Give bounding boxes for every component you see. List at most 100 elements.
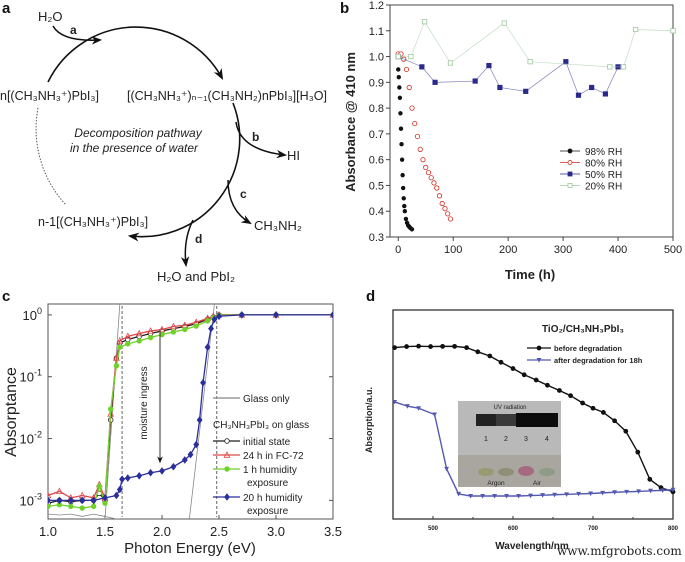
panel-b-chart: b 0 100 200 300 400 500 0.3 0.4 0.5 0.6 0.7 0.8 0.9 1… <box>340 0 682 282</box>
data-point <box>196 416 203 424</box>
moisture-ingress-annotation: moisture ingress <box>139 366 150 439</box>
series-1-h-humidity-exposure <box>48 312 333 511</box>
panel-a-diagram: a H₂O a n[(CH₃NH₃⁺)PbI₃] [(CH₃NH₃⁺)ₙ₋₁(C… <box>0 0 327 284</box>
data-point <box>412 120 418 127</box>
x-tick-label-c: 2.5 <box>210 524 228 539</box>
y-tick-label-b: 0.8 <box>369 103 384 115</box>
step-d-label: d <box>195 232 202 246</box>
data-point <box>170 462 177 471</box>
vial-residue-2 <box>498 468 514 476</box>
data-point <box>416 343 422 349</box>
data-point <box>181 456 188 464</box>
x-tick-label-b: 400 <box>609 244 627 256</box>
data-point <box>576 491 581 497</box>
legend-marker <box>536 358 542 363</box>
data-point <box>440 343 446 349</box>
data-point <box>136 338 142 344</box>
data-point <box>96 483 102 489</box>
data-point <box>119 475 126 484</box>
data-point <box>600 490 605 496</box>
data-point <box>492 494 497 499</box>
vial-label-4: 4 <box>545 436 549 443</box>
product-hi: HI <box>287 148 300 163</box>
legend-group-title-c: CH₃NH₃PbI₃ on glass <box>213 420 309 431</box>
x-tick-label-b: 300 <box>554 244 572 256</box>
data-point <box>159 467 165 475</box>
data-point <box>670 487 676 493</box>
fit-line <box>104 304 121 519</box>
data-point <box>487 353 493 359</box>
vial-cap-2 <box>496 414 516 426</box>
data-point <box>102 494 108 502</box>
data-point <box>107 406 114 412</box>
data-point <box>408 53 414 60</box>
intermediate-formula: [(CH₃NH₃⁺)ₙ₋₁(CH₃NH₂)nPbI₃][H₃O] <box>127 89 327 103</box>
water-label: H₂O <box>38 9 63 24</box>
series-initial-state <box>48 312 333 506</box>
data-point <box>68 503 74 510</box>
data-point <box>612 418 617 424</box>
series-50-rh <box>395 53 621 98</box>
data-point <box>432 79 438 85</box>
data-point <box>400 185 406 191</box>
data-point <box>431 180 437 186</box>
data-point <box>396 67 401 72</box>
panel-d-chart: d 500 600 700 800 before degradation after de… <box>364 288 682 558</box>
legend-label-cont: exposure <box>247 506 289 517</box>
data-point <box>528 493 533 499</box>
data-point <box>113 363 120 369</box>
x-tick-label-c: 1.0 <box>39 524 57 539</box>
y-tick-label-c: 100 <box>23 306 42 323</box>
data-point <box>425 169 432 176</box>
data-point <box>419 64 425 70</box>
reactant-formula: n[(CH₃NH₃⁺)PbI₃] <box>0 89 99 103</box>
data-point <box>588 491 593 497</box>
data-point <box>67 496 74 505</box>
data-point <box>516 494 521 499</box>
y-tick-label-b: 1.2 <box>369 0 384 12</box>
y-tick-label-c: 10-2 <box>20 430 42 447</box>
data-point <box>447 60 454 66</box>
plot-frame-c <box>47 303 334 520</box>
data-point <box>428 175 434 181</box>
y-tick-label-b: 1.0 <box>369 52 384 64</box>
data-point <box>447 216 454 222</box>
data-point <box>116 337 124 344</box>
data-point <box>405 404 410 409</box>
data-point <box>79 505 85 511</box>
vial-cap-3 <box>516 413 537 427</box>
legend-label: 50% RH <box>585 170 622 181</box>
y-axis-label-c: Absorptance <box>3 367 20 457</box>
step-c-label: c <box>240 187 247 201</box>
product-methylamine: CH₃NH₂ <box>254 218 302 233</box>
data-point <box>409 105 415 111</box>
legend-marker <box>536 345 542 351</box>
data-point <box>125 341 131 347</box>
x-tick-label-d: 500 <box>428 526 439 532</box>
data-point <box>135 329 143 337</box>
data-point <box>422 19 428 25</box>
data-point <box>238 311 245 319</box>
group-label-air: Air <box>533 480 542 487</box>
data-point <box>136 333 142 340</box>
data-point <box>404 344 410 349</box>
series-20-rh <box>395 19 676 70</box>
data-point <box>590 405 596 411</box>
data-point <box>395 53 401 60</box>
data-point <box>48 491 52 499</box>
x-axis-label-c: Photon Energy (eV) <box>124 540 256 557</box>
data-point <box>400 172 405 178</box>
data-point <box>589 84 595 91</box>
data-point <box>399 157 405 162</box>
data-point <box>204 318 211 324</box>
data-point <box>193 440 200 449</box>
data-point <box>170 329 177 335</box>
x-tick-label-c: 1.5 <box>96 524 114 539</box>
data-point <box>182 326 188 333</box>
legend-marker <box>567 183 573 188</box>
data-point <box>169 322 177 330</box>
vial-label-1: 1 <box>484 436 488 443</box>
data-point <box>48 496 51 505</box>
series-line <box>394 401 674 497</box>
data-point <box>620 64 627 70</box>
